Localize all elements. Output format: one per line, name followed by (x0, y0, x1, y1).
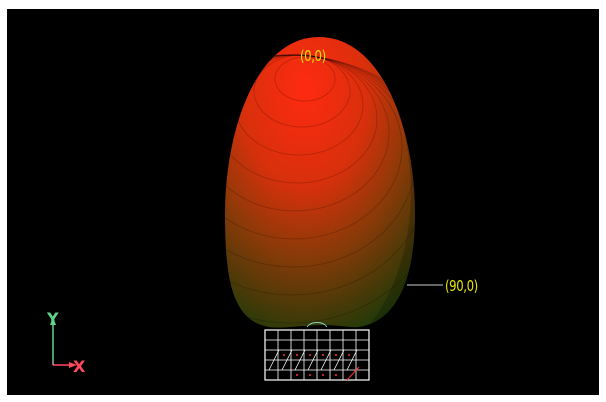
axis-x-label: X (73, 357, 86, 376)
angle-label-right: (90,0) (445, 277, 478, 295)
3d-viewport[interactable]: (0,0) (90,0) Y X (7, 9, 599, 395)
radiation-pattern-scene (50, 37, 443, 381)
axis-triad (50, 317, 77, 368)
angle-label-top: (0,0) (300, 47, 326, 65)
lobe-contour-rings (225, 54, 415, 328)
antenna-mesh (264, 322, 370, 381)
radiation-lobe (225, 37, 415, 328)
axis-y-label: Y (47, 309, 59, 328)
